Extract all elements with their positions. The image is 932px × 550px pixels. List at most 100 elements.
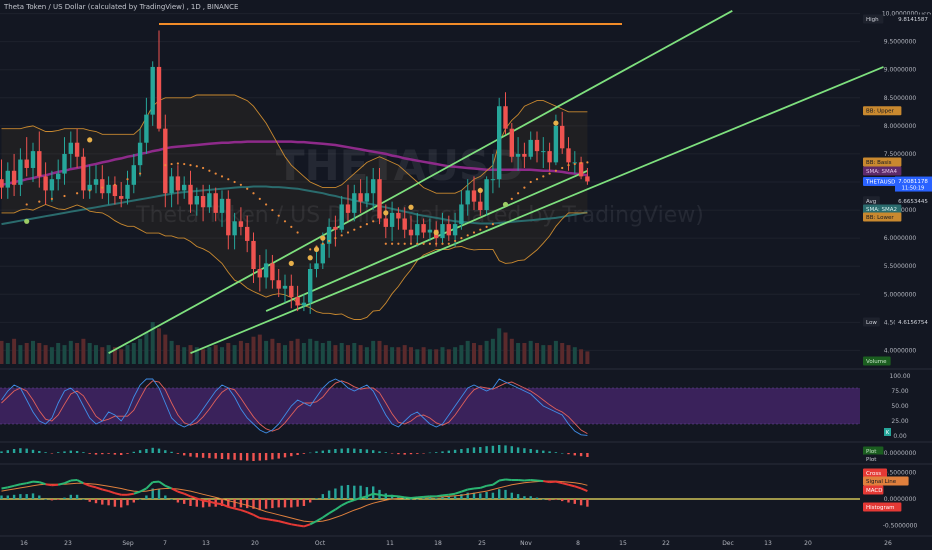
macd-histogram-bar: [579, 499, 583, 506]
macd-histogram-bar: [246, 499, 249, 509]
psar-dot: [25, 203, 28, 206]
sma-long-line: [1, 140, 588, 187]
candle: [484, 176, 489, 216]
candle-body: [440, 224, 445, 239]
momentum-bar: [208, 453, 211, 459]
momentum-bar: [372, 450, 375, 453]
candle: [276, 269, 281, 298]
momentum-bar: [378, 451, 381, 453]
candle: [560, 111, 565, 154]
candle-body: [81, 156, 86, 191]
volume-bar: [119, 349, 124, 364]
psar-dot: [252, 192, 255, 195]
volume-bar: [138, 338, 143, 364]
macd-segment: [13, 483, 21, 487]
candle-body: [478, 201, 483, 211]
high-value-tag-bg: [895, 14, 932, 24]
candle: [446, 215, 451, 241]
macd-segment: [486, 483, 494, 487]
candle: [144, 97, 149, 154]
volume-bar: [169, 340, 174, 364]
macd-segment: [518, 479, 525, 482]
interval-label[interactable]: 1D: [190, 3, 201, 11]
candle: [93, 165, 99, 194]
histogram-tag-label: Histogram: [866, 505, 895, 511]
macd-histogram-bar: [157, 489, 161, 499]
momentum-bar: [151, 447, 154, 453]
volume-bar: [522, 343, 527, 364]
volume-bar: [12, 338, 17, 364]
volume-bar: [226, 343, 231, 364]
candle: [226, 190, 231, 250]
momentum-bar: [227, 453, 230, 460]
volume-bar: [68, 340, 73, 364]
macd-histogram-bar: [107, 499, 110, 506]
candle-body: [320, 243, 325, 264]
psar-dot: [290, 225, 293, 229]
symbol-tag: THETAUSD: [863, 177, 898, 187]
volume-bar: [484, 340, 489, 364]
psar-dot: [283, 220, 287, 223]
psar-dot: [403, 242, 406, 245]
price-axis-tick: 9.0000000: [884, 67, 917, 74]
bb-upper-tag-label: BB: Upper: [866, 109, 895, 115]
candle: [200, 184, 206, 222]
stoch-k-line: [1, 378, 588, 436]
stoch-k-label: K: [886, 430, 890, 436]
candle: [352, 184, 357, 222]
cross-tag-bg: [863, 468, 887, 478]
signal-dot: [288, 260, 294, 266]
macd-histogram-bar: [409, 499, 413, 500]
macd-segment: [196, 497, 204, 502]
volume-bar: [150, 322, 155, 364]
macd-histogram-bar: [31, 493, 35, 499]
candles: [0, 30, 590, 314]
psar-dot: [139, 172, 142, 175]
macd-segment: [373, 492, 380, 496]
bollinger-upper-line: [1, 94, 588, 194]
psar-dot: [220, 175, 224, 178]
candle-body: [509, 128, 514, 157]
macd-histogram-bar: [321, 494, 324, 499]
momentum-bar: [353, 448, 356, 453]
macd-segment: [202, 499, 210, 503]
rsi-axis-tick: 0.00: [893, 433, 907, 440]
momentum-bar: [44, 452, 47, 453]
momentum-bar: [252, 453, 255, 461]
macd-histogram-bar: [573, 499, 576, 504]
volume-bar: [213, 345, 218, 364]
momentum-bar: [63, 451, 66, 453]
momentum-bar: [409, 453, 413, 455]
candle-body: [119, 196, 124, 199]
momentum-bar: [271, 453, 274, 460]
candle-body: [137, 142, 143, 166]
macd-histogram-bar: [151, 488, 154, 499]
macd-segment: [51, 483, 59, 487]
candle-body: [452, 224, 458, 236]
volume-bar: [62, 345, 67, 364]
volume-bar: [245, 343, 250, 364]
macd-segment: [158, 480, 166, 487]
macd-histogram-bar: [233, 499, 236, 508]
symbol-tag-label: THETAUSD: [865, 180, 895, 186]
volume-bars: [0, 322, 590, 364]
price-axis-tick: 7.5000000: [884, 151, 917, 158]
candle-body: [219, 198, 225, 213]
momentum-bar: [529, 449, 532, 453]
candle: [49, 170, 55, 202]
psar-dot: [63, 194, 66, 198]
candle: [18, 148, 23, 197]
candle: [106, 176, 111, 205]
candle-body: [169, 176, 174, 194]
macd-segment: [543, 480, 550, 484]
psar-dot: [76, 192, 79, 195]
momentum-bar: [88, 453, 91, 454]
macd-histogram-bar: [252, 499, 255, 509]
candle-body: [566, 148, 571, 163]
macd-segment: [410, 496, 418, 499]
psar-dot: [580, 161, 583, 165]
signal-dot: [553, 120, 559, 126]
candle: [150, 61, 155, 126]
volume-bar: [547, 345, 552, 364]
